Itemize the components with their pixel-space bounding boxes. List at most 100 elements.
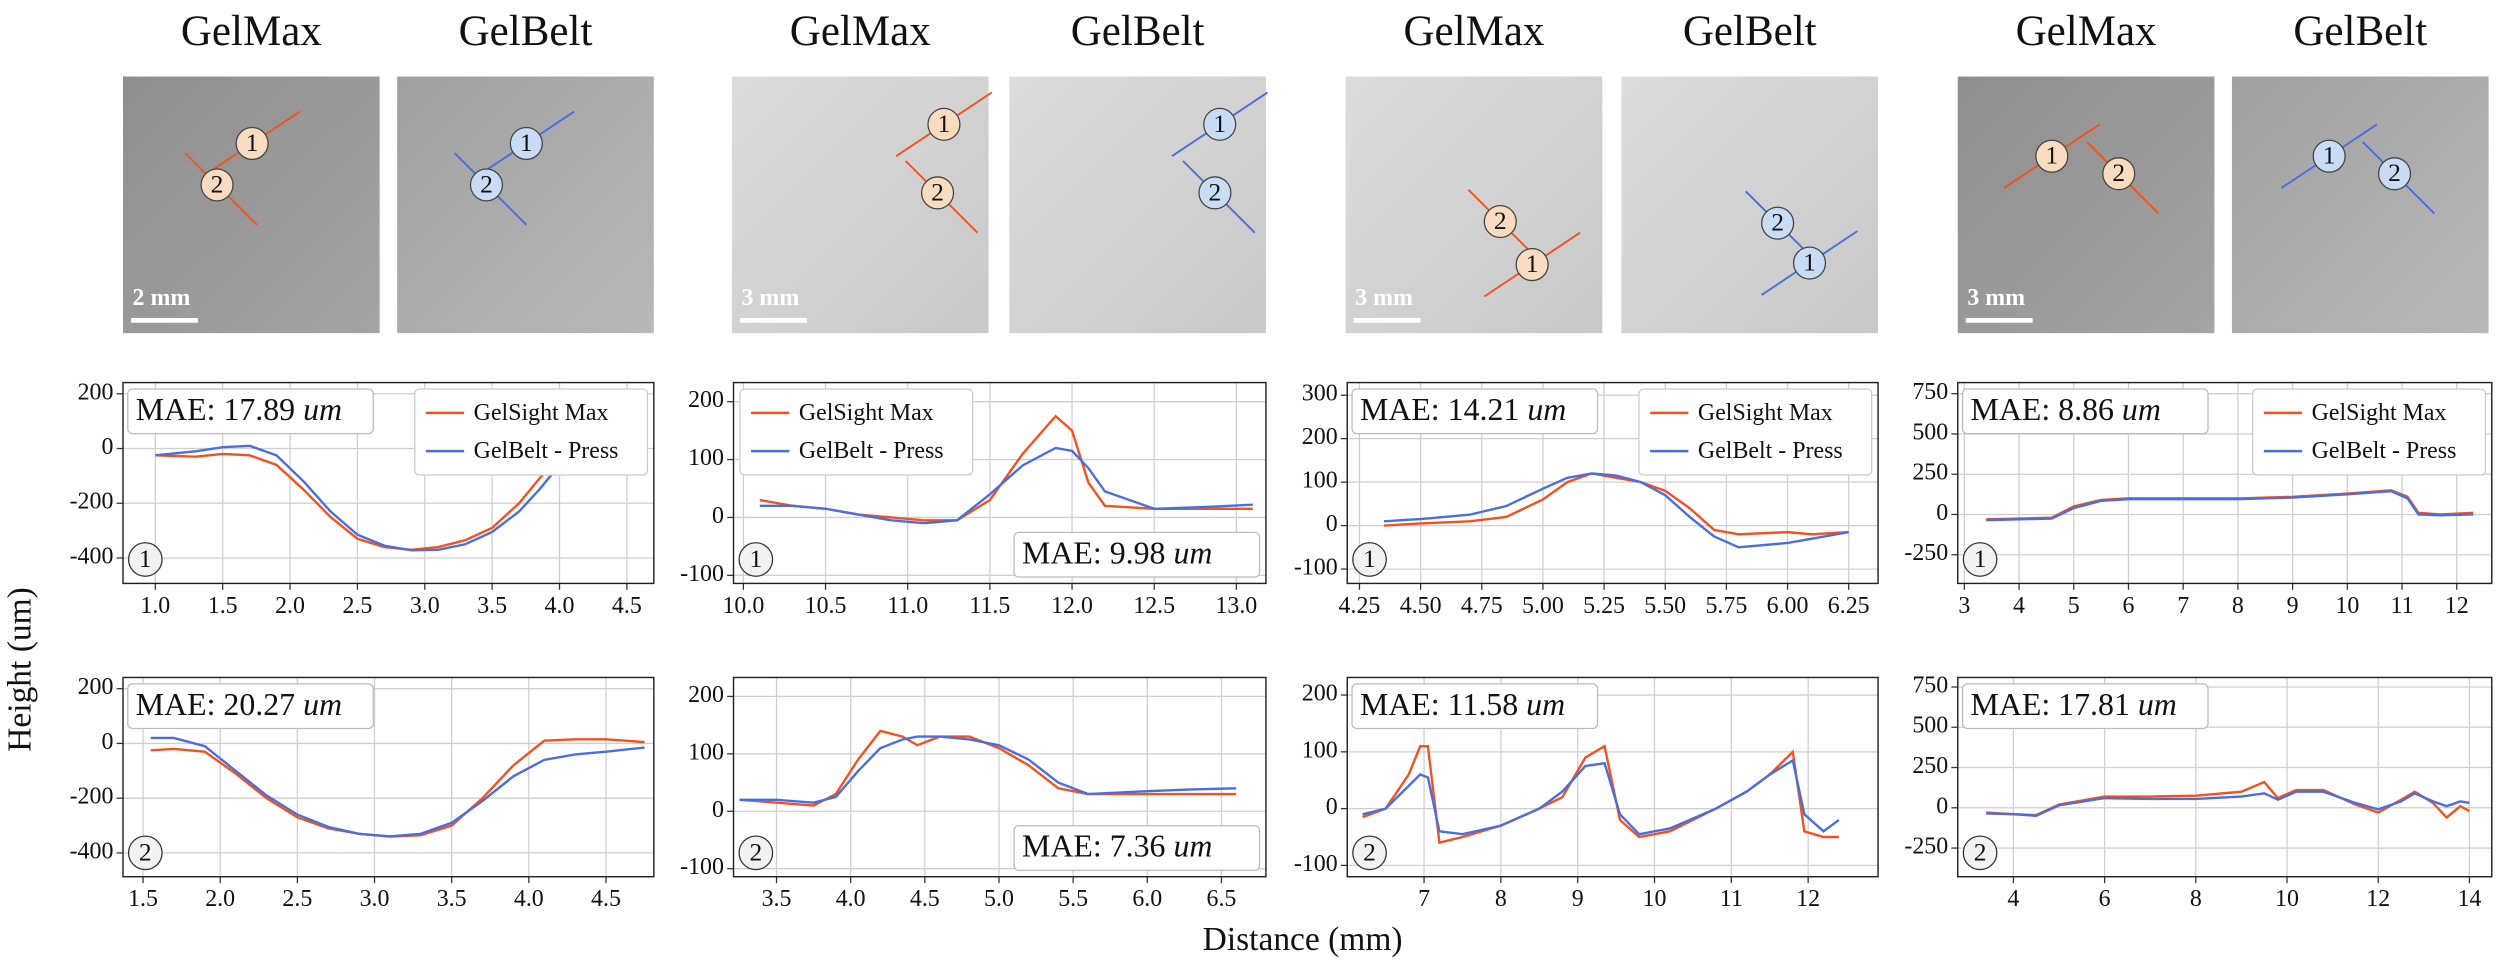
x-tick-label: 10	[1643, 886, 1667, 912]
x-tick-label: 4.0	[545, 593, 575, 619]
x-tick-label: 2.0	[275, 593, 305, 619]
annotation-text: MAE: 14.21	[1360, 392, 1519, 427]
x-tick-label: 11.5	[969, 593, 1010, 619]
profile-marker-label: 2	[2388, 158, 2401, 187]
profile-badge-label: 2	[139, 837, 152, 866]
x-tick-label: 2.5	[282, 886, 312, 912]
legend-label: GelBelt - Press	[799, 438, 944, 464]
image-title: GelMax	[181, 8, 322, 55]
y-tick-label: 200	[688, 387, 724, 413]
y-tick-label: 0	[1936, 500, 1948, 526]
data-line	[1986, 489, 2474, 522]
x-tick-label: 7	[2177, 593, 2189, 619]
data-line	[150, 736, 645, 838]
profile-badge	[738, 835, 774, 871]
x-tick-label: 2.5	[342, 593, 372, 619]
legend-box	[2252, 388, 2487, 476]
scale-bar-label: 3 mm	[741, 285, 799, 311]
annotation: MAE: 17.89 um	[136, 392, 342, 427]
profile-marker	[1792, 246, 1827, 280]
profile-marker	[1761, 206, 1795, 240]
annotation-unit: um	[1526, 687, 1565, 722]
profile-badge	[127, 542, 163, 577]
x-tick-label: 4.5	[591, 886, 621, 912]
plot-frame	[122, 381, 655, 585]
x-tick-label: 10.0	[722, 593, 764, 619]
profile-marker	[509, 126, 543, 161]
x-tick-label: 6.25	[1828, 593, 1870, 619]
image-title: GelBelt	[1683, 8, 1817, 55]
x-tick-label: 8	[1495, 886, 1507, 912]
y-axis-label: Height (um)	[1, 587, 38, 752]
tactile-image	[1957, 76, 2215, 334]
profile-badge-label: 1	[1363, 544, 1376, 573]
x-tick-label: 14	[2457, 886, 2481, 912]
x-tick-label: 6	[2122, 593, 2134, 619]
annotation: MAE: 11.58 um	[1360, 687, 1565, 722]
x-tick-label: 1.5	[208, 593, 238, 619]
x-tick-label: 4.25	[1339, 593, 1381, 619]
profile-marker-label: 2	[480, 169, 493, 198]
profile-marker	[469, 168, 504, 202]
annotation-text: MAE: 11.58	[1360, 687, 1518, 722]
x-tick-label: 3.5	[477, 593, 507, 619]
x-tick-label: 1.0	[140, 593, 170, 619]
annotation-unit: um	[303, 392, 342, 427]
x-tick-label: 10.5	[805, 593, 847, 619]
profile-marker-label: 1	[2323, 141, 2336, 170]
profile-marker	[2035, 139, 2069, 173]
x-tick-label: 4.5	[612, 593, 642, 619]
y-tick-label: -100	[1294, 851, 1338, 877]
legend-label: GelBelt - Press	[474, 438, 619, 464]
legend-label: GelSight Max	[799, 400, 934, 426]
y-tick-label: 250	[1912, 753, 1948, 779]
legend-box	[414, 388, 649, 476]
profile-marker	[1515, 248, 1549, 282]
tactile-image	[397, 76, 654, 334]
profile-marker	[2102, 157, 2136, 191]
y-tick-label: 0	[101, 434, 113, 460]
y-tick-label: 250	[1912, 460, 1948, 486]
y-tick-label: 0	[712, 503, 724, 529]
x-tick-label: 10	[2335, 593, 2359, 619]
x-tick-label: 6.0	[1132, 886, 1162, 912]
tactile-image	[123, 76, 380, 334]
x-tick-label: 11.0	[887, 593, 928, 619]
profile-badge-label: 2	[1363, 837, 1376, 866]
profile-badge	[1352, 835, 1387, 871]
x-tick-label: 12	[1796, 886, 1820, 912]
profile-marker	[927, 107, 961, 141]
x-tick-label: 7	[1418, 886, 1430, 912]
annotation-unit: um	[2122, 392, 2161, 427]
tactile-image	[2231, 76, 2489, 334]
image-title: GelBelt	[1071, 8, 1205, 55]
annotation-unit: um	[1173, 829, 1212, 864]
y-tick-label: -100	[1294, 555, 1338, 581]
profile-marker-label: 1	[520, 128, 533, 157]
annotation-text: MAE: 9.98	[1022, 536, 1165, 571]
y-tick-label: 200	[1302, 681, 1338, 707]
annotation-unit: um	[1173, 536, 1212, 571]
annotation: MAE: 17.81 um	[1971, 687, 2177, 722]
data-line	[739, 735, 1237, 804]
x-tick-label: 12.0	[1051, 593, 1093, 619]
x-tick-label: 3.5	[437, 886, 467, 912]
scale-bar-label: 3 mm	[1355, 285, 1413, 311]
profile-badge	[738, 542, 774, 577]
plot-frame	[1957, 381, 2493, 585]
tactile-image	[1345, 76, 1603, 334]
y-tick-label: 750	[1912, 379, 1948, 405]
y-tick-label: 200	[78, 674, 114, 700]
profile-badge	[1962, 835, 1998, 871]
y-tick-label: -100	[680, 561, 724, 587]
profile-badge-label: 1	[1974, 544, 1987, 573]
x-tick-label: 3.0	[360, 886, 390, 912]
scale-bar-label: 2 mm	[133, 285, 191, 311]
profile-marker	[2312, 139, 2346, 173]
data-line	[1362, 758, 1840, 836]
tactile-image	[1621, 76, 1879, 334]
profile-marker-label: 2	[2112, 158, 2125, 187]
y-tick-label: 500	[1912, 713, 1948, 739]
